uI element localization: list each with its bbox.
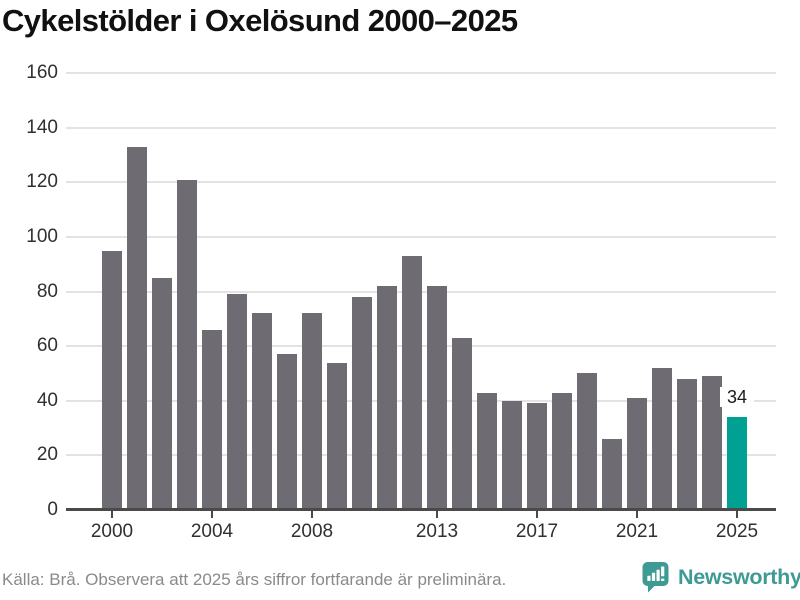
y-axis-tick-label: 0 [47, 499, 58, 520]
bar-2012 [402, 255, 422, 509]
y-gridline-100 [66, 235, 776, 238]
y-axis-tick-label: 60 [36, 335, 58, 357]
y-gridline-120 [66, 181, 776, 184]
y-axis-tick-label: 20 [36, 444, 58, 466]
x-axis-tick-label: 2004 [190, 521, 234, 542]
bar-2016 [502, 400, 522, 509]
bar-2017 [527, 403, 547, 509]
bar-2023 [677, 378, 697, 509]
bar-2024 [702, 376, 722, 509]
x-axis-tick [536, 511, 538, 518]
y-axis-tick-label: 140 [26, 116, 58, 138]
x-axis-tick [436, 511, 438, 518]
y-axis-tick-label: 120 [26, 171, 58, 193]
newsworthy-wordmark: Newsworthy [678, 565, 800, 589]
bar-2005 [227, 294, 247, 509]
x-axis-tick-label: 2017 [515, 521, 559, 542]
y-gridline-140 [66, 126, 776, 129]
highlight-value-label: 34 [720, 387, 754, 408]
bar-2021 [627, 398, 647, 509]
newsworthy-logo: Newsworthy [642, 562, 800, 593]
x-axis-tick [311, 511, 313, 518]
x-axis-tick [636, 511, 638, 518]
bar-2019 [577, 373, 597, 509]
y-axis-tick-label: 100 [26, 225, 58, 247]
x-axis-tick-label: 2025 [715, 521, 759, 542]
bar-2015 [477, 392, 497, 509]
x-axis-tick-label: 2013 [415, 521, 459, 542]
bar-2007 [277, 354, 297, 509]
bar-2022 [652, 367, 672, 509]
bar-2008 [302, 313, 322, 509]
bar-2006 [252, 313, 272, 509]
x-axis-tick [111, 511, 113, 518]
bar-2013 [427, 286, 447, 509]
bar-highlighted-2025 [727, 417, 747, 509]
bar-2020 [602, 438, 622, 509]
x-axis-line [66, 508, 776, 511]
bar-2011 [377, 286, 397, 509]
y-axis-tick-label: 40 [36, 389, 58, 411]
x-axis-tick-label: 2008 [290, 521, 334, 542]
source-note: Källa: Brå. Observera att 2025 års siffr… [2, 570, 507, 589]
y-axis-tick-label: 160 [26, 62, 58, 83]
bar-2000 [102, 250, 122, 509]
bar-2002 [152, 277, 172, 509]
y-gridline-160 [66, 72, 776, 74]
bar-2003 [177, 179, 197, 509]
y-axis-tick-label: 80 [36, 280, 58, 302]
bar-2004 [202, 329, 222, 509]
bar-2001 [127, 146, 147, 509]
chart-title: Cykelstölder i Oxelösund 2000–2025 [2, 3, 518, 38]
x-axis-tick [211, 511, 213, 518]
bar-2009 [327, 362, 347, 509]
bar-2018 [552, 392, 572, 509]
bar-2014 [452, 337, 472, 509]
bar-chart-speech-bubble-icon [642, 562, 669, 593]
x-axis-tick [736, 511, 738, 518]
bar-2010 [352, 296, 372, 509]
x-axis-tick-label: 2021 [615, 521, 659, 542]
x-axis-tick-label: 2000 [90, 521, 134, 542]
